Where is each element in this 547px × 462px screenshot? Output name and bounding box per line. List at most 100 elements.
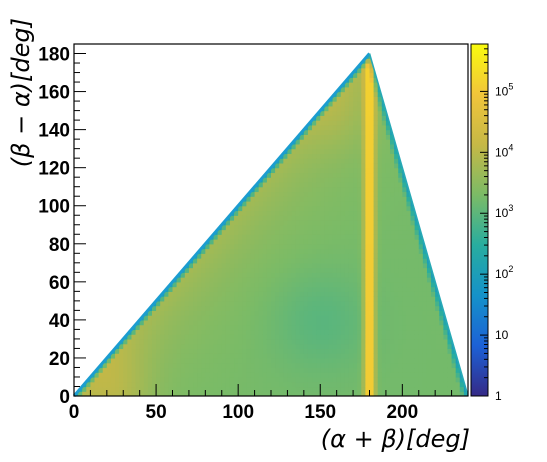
heatmap-cell bbox=[283, 191, 289, 197]
heatmap-cell bbox=[320, 338, 325, 345]
heatmap-cell bbox=[291, 386, 297, 392]
heatmap-cell bbox=[402, 305, 408, 311]
heatmap-cell bbox=[168, 305, 174, 311]
heatmap-cell bbox=[377, 139, 383, 145]
heatmap-cell bbox=[234, 296, 239, 302]
heatmap-cell bbox=[348, 124, 354, 131]
heatmap-cell bbox=[184, 372, 190, 378]
heatmap-cell bbox=[225, 277, 231, 283]
heatmap-cell bbox=[361, 277, 366, 283]
heatmap-cell bbox=[373, 101, 379, 107]
heatmap-cell bbox=[283, 239, 289, 245]
heatmap-cell bbox=[283, 319, 289, 326]
heatmap-cell bbox=[250, 324, 256, 331]
heatmap-cell bbox=[312, 139, 317, 145]
heatmap-cell bbox=[316, 229, 321, 235]
heatmap-cell bbox=[201, 338, 206, 345]
heatmap-cell bbox=[373, 205, 379, 212]
heatmap-cell bbox=[402, 348, 408, 354]
heatmap-cell bbox=[328, 224, 334, 231]
heatmap-cell bbox=[303, 343, 309, 350]
heatmap-cell bbox=[340, 338, 346, 345]
heatmap-cell bbox=[369, 72, 375, 78]
heatmap-cell bbox=[324, 305, 330, 311]
heatmap-cell bbox=[307, 310, 313, 316]
heatmap-cell bbox=[414, 381, 420, 388]
heatmap-cell bbox=[271, 234, 276, 240]
heatmap-cell bbox=[336, 200, 342, 207]
heatmap-cell bbox=[340, 115, 346, 121]
heatmap-cell bbox=[398, 267, 403, 273]
heatmap-cell bbox=[385, 391, 391, 396]
heatmap-cell bbox=[205, 291, 211, 297]
heatmap-cell bbox=[106, 376, 112, 383]
heatmap-cell bbox=[353, 220, 358, 226]
heatmap-cell bbox=[402, 296, 408, 302]
heatmap-cell bbox=[262, 381, 268, 388]
heatmap-cell bbox=[340, 177, 346, 183]
heatmap-cell bbox=[398, 343, 403, 350]
heatmap-cell bbox=[353, 82, 358, 88]
heatmap-cell bbox=[402, 200, 408, 207]
heatmap-cell bbox=[307, 272, 313, 278]
heatmap-cell bbox=[234, 262, 239, 269]
heatmap-cell bbox=[344, 200, 350, 207]
heatmap-cell bbox=[390, 262, 395, 269]
heatmap-cell bbox=[238, 281, 243, 288]
heatmap-cell bbox=[357, 172, 362, 178]
heatmap-cell bbox=[275, 286, 280, 292]
heatmap-cell bbox=[348, 101, 354, 107]
heatmap-cell bbox=[197, 277, 202, 283]
heatmap-cell bbox=[377, 348, 383, 354]
heatmap-cell bbox=[238, 272, 243, 278]
heatmap-cell bbox=[184, 367, 190, 373]
heatmap-cell bbox=[381, 310, 387, 316]
heatmap-cell bbox=[390, 215, 395, 221]
heatmap-cell bbox=[332, 196, 338, 202]
heatmap-cell bbox=[172, 319, 178, 326]
heatmap-cell bbox=[324, 348, 330, 354]
heatmap-cell bbox=[295, 319, 301, 326]
heatmap-cell bbox=[324, 338, 330, 345]
heatmap-cell bbox=[398, 167, 403, 174]
heatmap-cell bbox=[373, 139, 379, 145]
heatmap-cell bbox=[385, 343, 391, 350]
heatmap-cell bbox=[361, 67, 366, 74]
heatmap-cell bbox=[295, 386, 301, 392]
heatmap-cell bbox=[254, 300, 260, 307]
heatmap-cell bbox=[369, 139, 375, 145]
heatmap-cell bbox=[254, 272, 260, 278]
heatmap-cell bbox=[320, 124, 325, 131]
heatmap-cell bbox=[369, 258, 375, 264]
heatmap-cell bbox=[385, 372, 391, 378]
heatmap-cell bbox=[275, 376, 280, 383]
heatmap-cell bbox=[221, 253, 227, 259]
heatmap-cell bbox=[369, 229, 375, 235]
heatmap-cell bbox=[246, 286, 252, 292]
heatmap-cell bbox=[303, 191, 309, 197]
heatmap-cell bbox=[361, 200, 366, 207]
heatmap-cell bbox=[221, 267, 227, 273]
heatmap-cell bbox=[209, 386, 215, 392]
heatmap-cell bbox=[394, 181, 399, 188]
heatmap-cell bbox=[390, 205, 395, 212]
heatmap-cell bbox=[217, 286, 223, 292]
heatmap-cell bbox=[377, 381, 383, 388]
heatmap-cell bbox=[209, 239, 215, 245]
heatmap-cell bbox=[266, 248, 272, 254]
heatmap-cell bbox=[369, 115, 375, 121]
heatmap-cell bbox=[414, 376, 420, 383]
heatmap-cell bbox=[422, 315, 428, 321]
heatmap-cell bbox=[344, 376, 350, 383]
heatmap-cell bbox=[348, 210, 354, 216]
heatmap-cell bbox=[353, 86, 358, 93]
heatmap-cell bbox=[271, 281, 276, 288]
heatmap-cell bbox=[258, 353, 264, 359]
heatmap-cell bbox=[443, 357, 449, 364]
heatmap-cell bbox=[422, 253, 428, 259]
heatmap-cell bbox=[238, 220, 243, 226]
heatmap-edge bbox=[72, 52, 469, 397]
heatmap-cell bbox=[193, 362, 198, 369]
heatmap-cell bbox=[279, 362, 284, 369]
heatmap-cell bbox=[201, 357, 206, 364]
